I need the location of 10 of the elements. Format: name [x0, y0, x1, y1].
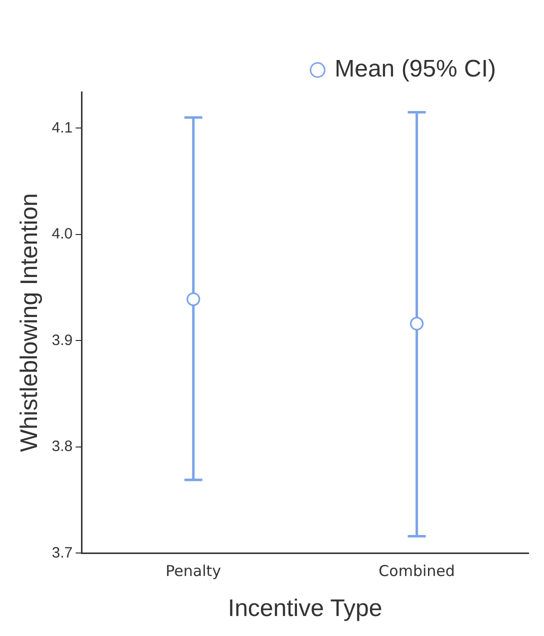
y-tick-label: 4.0 [52, 226, 73, 243]
y-axis-title: Whistleblowing Intention [16, 193, 44, 452]
y-tick-label: 3.8 [52, 438, 73, 456]
x-tick-label: Penalty [166, 562, 222, 580]
x-axis-title: Incentive Type [228, 595, 382, 622]
y-tick-label: 3.7 [52, 544, 73, 562]
y-tick-label: 3.9 [52, 332, 73, 349]
legend-label: Mean (95% CI) [334, 56, 496, 83]
y-tick-label: 4.1 [52, 119, 73, 136]
x-tick-label: Combined [378, 562, 455, 580]
